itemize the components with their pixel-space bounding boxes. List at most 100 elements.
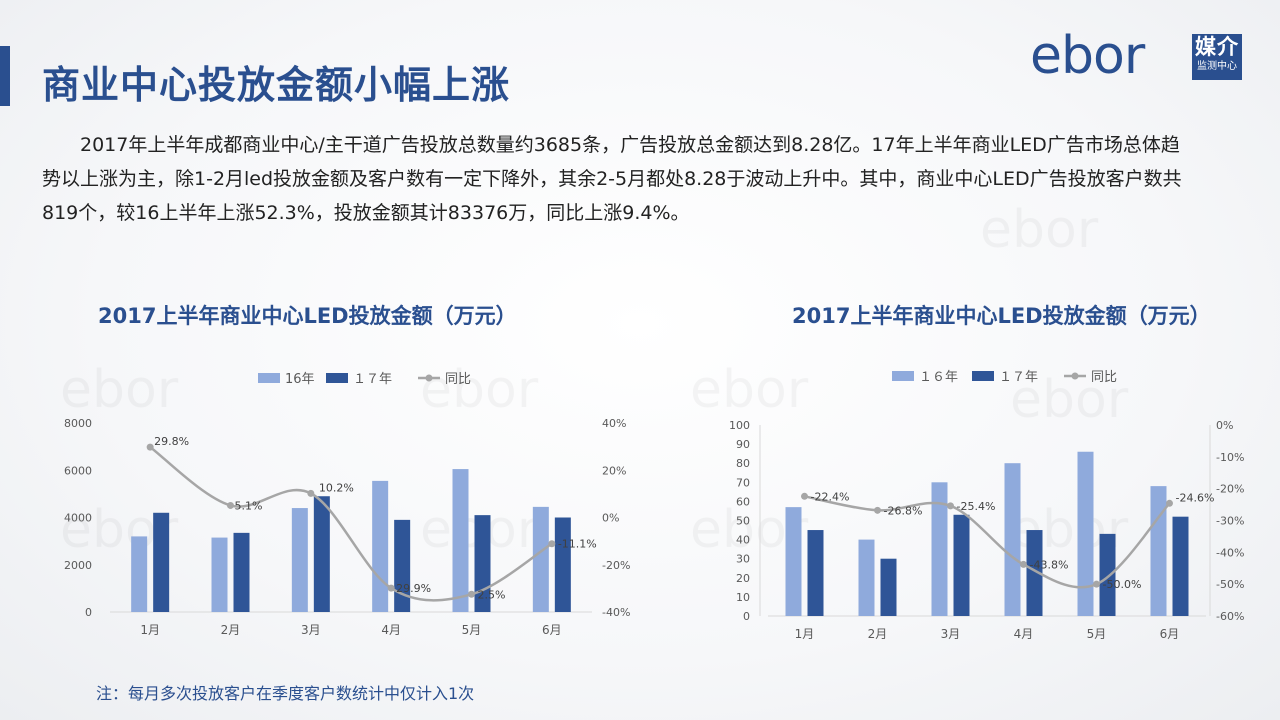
bar-１６年-1月 [785, 507, 802, 616]
x-tick-label: 4月 [381, 623, 401, 637]
legend-marker-2 [1071, 372, 1079, 380]
line-data-label: -24.6% [1176, 491, 1215, 504]
y-right-tick-label: -10% [1216, 451, 1244, 464]
line-data-label: -26.8% [884, 504, 923, 517]
bar-16年-1月 [131, 536, 148, 612]
y-left-tick-label: 30 [736, 553, 750, 566]
bar-１６年-5月 [1077, 451, 1094, 616]
y-left-tick-label: 40 [736, 534, 750, 547]
line-point-6月 [1166, 499, 1173, 507]
y-right-tick-label: 0% [602, 512, 619, 525]
line-point-4月 [1020, 560, 1027, 568]
y-left-tick-label: 70 [736, 476, 750, 489]
y-left-tick-label: 10 [736, 591, 750, 604]
line-data-label: 2.5% [478, 588, 506, 601]
y-right-tick-label: -20% [602, 559, 630, 572]
footnote: 注：每月多次投放客户在季度客户数统计中仅计入1次 [96, 684, 475, 703]
y-left-tick-label: 100 [729, 419, 750, 432]
bar-１７年-2月 [233, 532, 250, 612]
legend-swatch-1 [326, 373, 348, 383]
bar-１６年-4月 [1004, 463, 1021, 616]
logo: ebor 媒介 监测中心 [1030, 30, 1250, 86]
bar-16年-6月 [532, 506, 549, 612]
bar-１７年-3月 [953, 514, 970, 616]
bar-16年-3月 [291, 508, 308, 612]
bar-１７年-1月 [807, 530, 824, 616]
y-right-tick-label: -40% [1216, 546, 1244, 559]
y-left-tick-label: 50 [736, 515, 750, 528]
y-left-tick-label: 2000 [64, 559, 92, 572]
line-data-label: 10.2% [319, 481, 354, 494]
bar-１６年-2月 [858, 539, 875, 616]
line-data-label: -22.4% [811, 490, 850, 503]
bar-１６年-6月 [1150, 486, 1167, 616]
legend-label-1: １７年 [999, 370, 1038, 385]
legend-marker-2 [425, 374, 433, 382]
line-data-label: -43.8% [1030, 558, 1069, 571]
y-right-tick-label: -30% [1216, 515, 1244, 528]
logo-badge-sub: 监测中心 [1197, 61, 1237, 72]
line-point-1月 [146, 443, 154, 451]
legend-swatch-0 [892, 371, 914, 381]
logo-badge: 媒介 监测中心 [1192, 34, 1242, 80]
chart-2: １６年 １７年 同比 0 10 20 30 40 50 60 70 80 90 100 -60% -50% -4… [729, 370, 1244, 641]
chart-2-title: 2017上半年商业中心LED投放金额（万元） [792, 304, 1211, 328]
chart-1-title: 2017上半年商业中心LED投放金额（万元） [98, 304, 517, 328]
y-right-tick-label: 20% [602, 464, 626, 477]
bar-１７年-4月 [394, 519, 411, 612]
legend-swatch-1 [972, 371, 994, 381]
y-right-tick-label: -40% [602, 606, 630, 619]
bar-１７年-6月 [1172, 516, 1189, 616]
line-point-5月 [1093, 580, 1100, 588]
y-left-tick-label: 4000 [64, 512, 92, 525]
logo-badge-main: 媒介 [1195, 35, 1239, 59]
y-right-tick-label: -50% [1216, 578, 1244, 591]
bar-16年-2月 [211, 537, 228, 612]
chart-1: 16年 １７年 同比 0 2000 4000 6000 8000 -40% -20% 0% 20% 40… [64, 372, 630, 637]
legend-label-0: １６年 [919, 370, 958, 385]
x-tick-label: 6月 [542, 623, 562, 637]
summary-paragraph: 2017年上半年成都商业中心/主干道广告投放总数量约3685条，广告投放总金额达… [42, 134, 1182, 224]
legend-label-2: 同比 [445, 372, 471, 387]
y-right-tick-label: 40% [602, 417, 626, 430]
line-point-1月 [801, 492, 808, 500]
series-line-同比 [149, 446, 553, 602]
line-point-6月 [548, 540, 556, 548]
bar-16年-5月 [452, 469, 469, 612]
line-point-2月 [874, 506, 881, 514]
title-accent-bar [0, 46, 10, 106]
bar-１６年-3月 [931, 482, 948, 616]
y-right-tick-label: 0% [1216, 419, 1233, 432]
y-left-tick-label: 8000 [64, 417, 92, 430]
y-left-tick-label: 80 [736, 457, 750, 470]
line-point-2月 [227, 501, 234, 509]
y-left-tick-label: 20 [736, 572, 750, 585]
line-point-4月 [387, 584, 395, 592]
x-tick-label: 3月 [941, 627, 961, 641]
line-data-label: 29.9% [396, 582, 431, 595]
y-left-tick-label: 60 [736, 495, 750, 508]
y-left-tick-label: 6000 [64, 464, 92, 477]
line-data-label: 5.1% [235, 499, 263, 512]
bar-１７年-1月 [153, 512, 170, 612]
bar-１７年-2月 [880, 558, 897, 616]
x-tick-label: 5月 [462, 623, 482, 637]
x-tick-label: 2月 [868, 627, 888, 641]
page-title: 商业中心投放金额小幅上涨 [42, 63, 511, 107]
line-point-3月 [307, 489, 315, 497]
line-data-label: 29.8% [154, 435, 189, 448]
legend-label-0: 16年 [285, 372, 315, 387]
x-tick-label: 5月 [1087, 627, 1107, 641]
bar-１７年-6月 [554, 517, 571, 612]
line-data-label: -50.0% [1103, 578, 1142, 591]
y-left-tick-label: 0 [743, 610, 750, 623]
line-data-label: -25.4% [957, 500, 996, 513]
x-tick-label: 1月 [140, 623, 160, 637]
legend-label-1: １７年 [353, 372, 392, 387]
legend-label-2: 同比 [1091, 370, 1117, 385]
line-data-label: -11.1% [558, 538, 597, 551]
y-left-tick-label: 90 [736, 438, 750, 451]
line-point-5月 [468, 590, 475, 598]
x-tick-label: 2月 [221, 623, 241, 637]
x-tick-label: 1月 [795, 627, 815, 641]
